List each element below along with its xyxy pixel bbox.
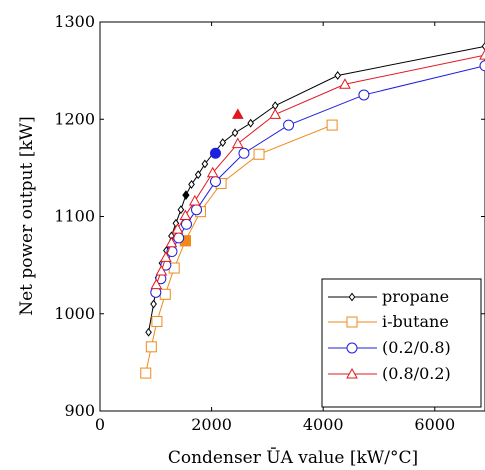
legend-label: (0.2/0.8) bbox=[382, 338, 451, 357]
legend-items: propane i-butane (0.2/0.8) (0.8/0.2) bbox=[328, 287, 451, 383]
highlight-point bbox=[231, 108, 244, 119]
legend-label: i-butane bbox=[382, 312, 449, 331]
data-point bbox=[165, 236, 178, 248]
data-point bbox=[159, 288, 171, 300]
data-point bbox=[269, 108, 282, 119]
data-point bbox=[231, 128, 239, 138]
data-point bbox=[194, 170, 202, 180]
legend-marker bbox=[346, 342, 358, 354]
data-point bbox=[179, 209, 192, 221]
legend-label: propane bbox=[382, 287, 449, 306]
series-group bbox=[140, 41, 485, 379]
y-tick-label: 1000 bbox=[54, 304, 95, 323]
highlight-point bbox=[210, 147, 221, 159]
y-tick-label: 1200 bbox=[54, 109, 95, 128]
data-point bbox=[326, 119, 338, 131]
series-circle bbox=[150, 60, 485, 298]
data-point bbox=[155, 264, 168, 276]
data-point bbox=[177, 205, 185, 215]
legend-label: (0.8/0.2) bbox=[382, 364, 451, 383]
x-tick-label: 6000 bbox=[414, 415, 455, 434]
x-axis-title: Condenser ŪA value [kW/°C] bbox=[168, 447, 418, 468]
data-point bbox=[479, 49, 485, 60]
data-point bbox=[231, 137, 244, 149]
data-point bbox=[171, 223, 184, 234]
data-point bbox=[479, 60, 485, 72]
data-point bbox=[206, 166, 219, 178]
data-point bbox=[150, 278, 163, 290]
data-point bbox=[283, 119, 295, 131]
data-point bbox=[140, 367, 152, 379]
data-point bbox=[219, 138, 227, 148]
x-tick-label: 2000 bbox=[191, 415, 232, 434]
legend-marker bbox=[346, 316, 358, 328]
data-point bbox=[271, 101, 279, 111]
data-point bbox=[151, 316, 163, 328]
legend-box bbox=[321, 278, 482, 408]
axis-ticks: 0 2000 4000 6000 900 1000 1100 1200 1300 bbox=[54, 12, 485, 434]
data-point bbox=[188, 179, 195, 189]
series-line bbox=[145, 124, 333, 374]
legend-marker bbox=[348, 292, 356, 302]
data-point bbox=[210, 175, 221, 187]
x-tick-label: 0 bbox=[95, 415, 105, 434]
data-point bbox=[334, 71, 342, 80]
y-axis-title: Net power output [kW] bbox=[17, 116, 37, 316]
highlight-point bbox=[182, 190, 190, 200]
data-point bbox=[191, 204, 203, 216]
y-tick-label: 1100 bbox=[54, 207, 95, 226]
x-tick-label: 4000 bbox=[303, 415, 344, 434]
data-point bbox=[189, 194, 201, 206]
y-tick-label: 1300 bbox=[54, 12, 95, 31]
legend-marker bbox=[346, 367, 358, 379]
data-point bbox=[358, 89, 370, 101]
data-point bbox=[145, 341, 157, 353]
data-point bbox=[247, 118, 254, 128]
series-line bbox=[155, 54, 485, 285]
y-tick-label: 900 bbox=[64, 401, 95, 420]
legend: propane i-butane (0.2/0.8) (0.8/0.2) bbox=[321, 278, 482, 408]
data-point bbox=[481, 41, 485, 51]
data-point bbox=[180, 218, 192, 230]
data-point bbox=[145, 327, 152, 337]
series-triangle bbox=[150, 49, 485, 290]
data-point bbox=[201, 159, 209, 169]
data-point bbox=[238, 147, 250, 159]
data-point bbox=[339, 78, 351, 89]
data-point bbox=[253, 148, 265, 160]
series-line bbox=[155, 65, 485, 293]
data-point bbox=[159, 251, 172, 262]
data-point bbox=[150, 299, 157, 309]
